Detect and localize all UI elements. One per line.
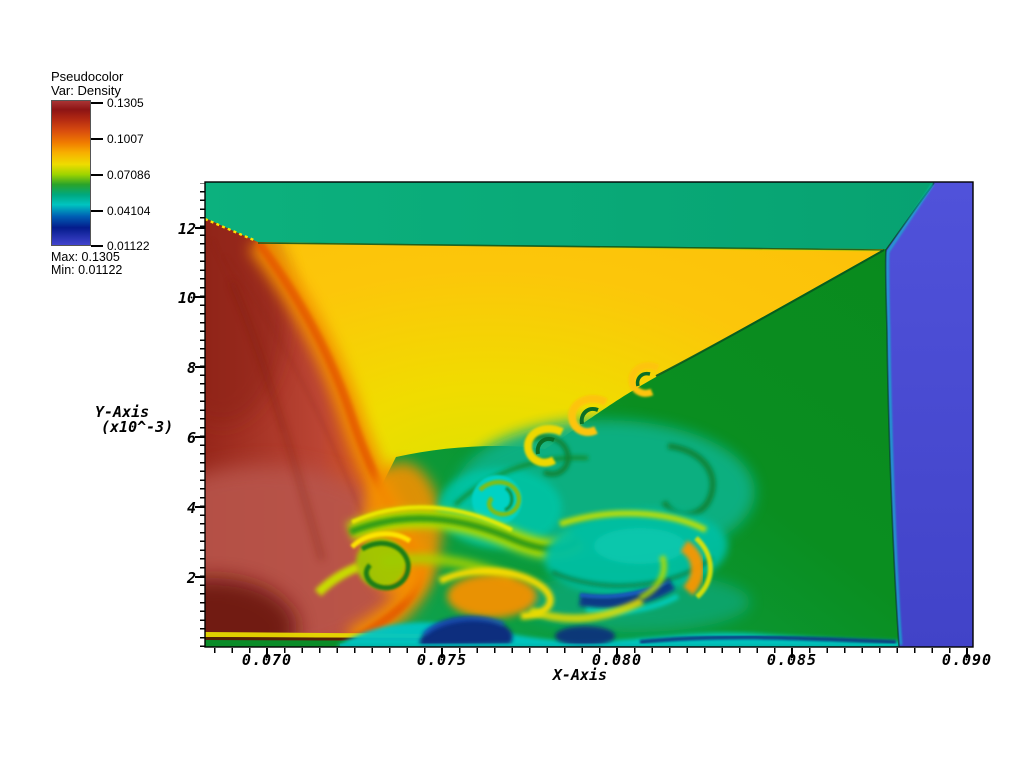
y-axis-title: Y-Axis bbox=[95, 403, 150, 421]
region-top-band bbox=[205, 182, 935, 252]
colorbar-tick bbox=[91, 138, 103, 140]
navy-streak bbox=[578, 578, 676, 608]
wall-layer bbox=[205, 616, 900, 647]
colorbar-tick-label: 0.1305 bbox=[107, 96, 144, 110]
y-major-tick bbox=[195, 227, 205, 229]
x-tick-label-0090: 0.090 bbox=[941, 651, 993, 669]
legend-title: Pseudocolor bbox=[51, 69, 124, 84]
dotted-interface-line bbox=[205, 217, 257, 243]
x-tick-label-0085: 0.085 bbox=[766, 651, 818, 669]
y-tick-label-2: 2 bbox=[186, 569, 196, 587]
colorbar-tick-label: 0.07086 bbox=[107, 168, 151, 182]
kh-rollups bbox=[523, 362, 660, 467]
y-tick-label-6: 6 bbox=[186, 429, 196, 447]
x-major-tick bbox=[791, 648, 793, 658]
x-major-tick bbox=[441, 648, 443, 658]
colorbar-tick bbox=[91, 245, 103, 247]
y-major-tick bbox=[195, 436, 205, 438]
x-major-tick bbox=[616, 648, 618, 658]
y-major-tick bbox=[195, 576, 205, 578]
legend-min-label: Min: 0.01122 bbox=[51, 263, 123, 277]
y-tick-label-8: 8 bbox=[186, 359, 196, 377]
colorbar-tick bbox=[91, 102, 103, 104]
region-blue-column bbox=[884, 182, 973, 647]
density-field bbox=[205, 182, 973, 647]
colorbar bbox=[51, 100, 91, 246]
colorbar-tick bbox=[91, 210, 103, 212]
colorbar-tick-label: 0.01122 bbox=[107, 239, 150, 253]
legend-max-label: Max: 0.1305 bbox=[51, 250, 120, 264]
colorbar-tick-label: 0.04104 bbox=[107, 204, 151, 218]
y-tick-label-12: 12 bbox=[177, 220, 196, 238]
plot-frame bbox=[204, 181, 974, 648]
slip-line bbox=[655, 249, 885, 377]
legend-var-label: Var: Density bbox=[51, 83, 121, 98]
y-major-tick bbox=[195, 366, 205, 368]
x-axis-minor-ticks bbox=[214, 648, 968, 653]
x-tick-label-0075: 0.075 bbox=[416, 651, 468, 669]
y-tick-label-10: 10 bbox=[177, 289, 196, 307]
y-major-tick bbox=[195, 296, 205, 298]
x-tick-label-0080: 0.080 bbox=[591, 651, 643, 669]
y-major-tick bbox=[195, 506, 205, 508]
x-major-tick bbox=[266, 648, 268, 658]
x-axis-title: X-Axis bbox=[552, 666, 608, 684]
mixing-zone bbox=[314, 362, 755, 632]
x-major-tick bbox=[966, 648, 968, 658]
y-axis-scale-label: (x10^-3) bbox=[101, 418, 174, 436]
x-tick-label-0070: 0.070 bbox=[241, 651, 293, 669]
colorbar-tick-label: 0.1007 bbox=[107, 132, 144, 146]
colorbar-tick bbox=[91, 174, 103, 176]
y-axis-minor-ticks bbox=[200, 183, 205, 647]
y-tick-label-4: 4 bbox=[186, 499, 196, 517]
